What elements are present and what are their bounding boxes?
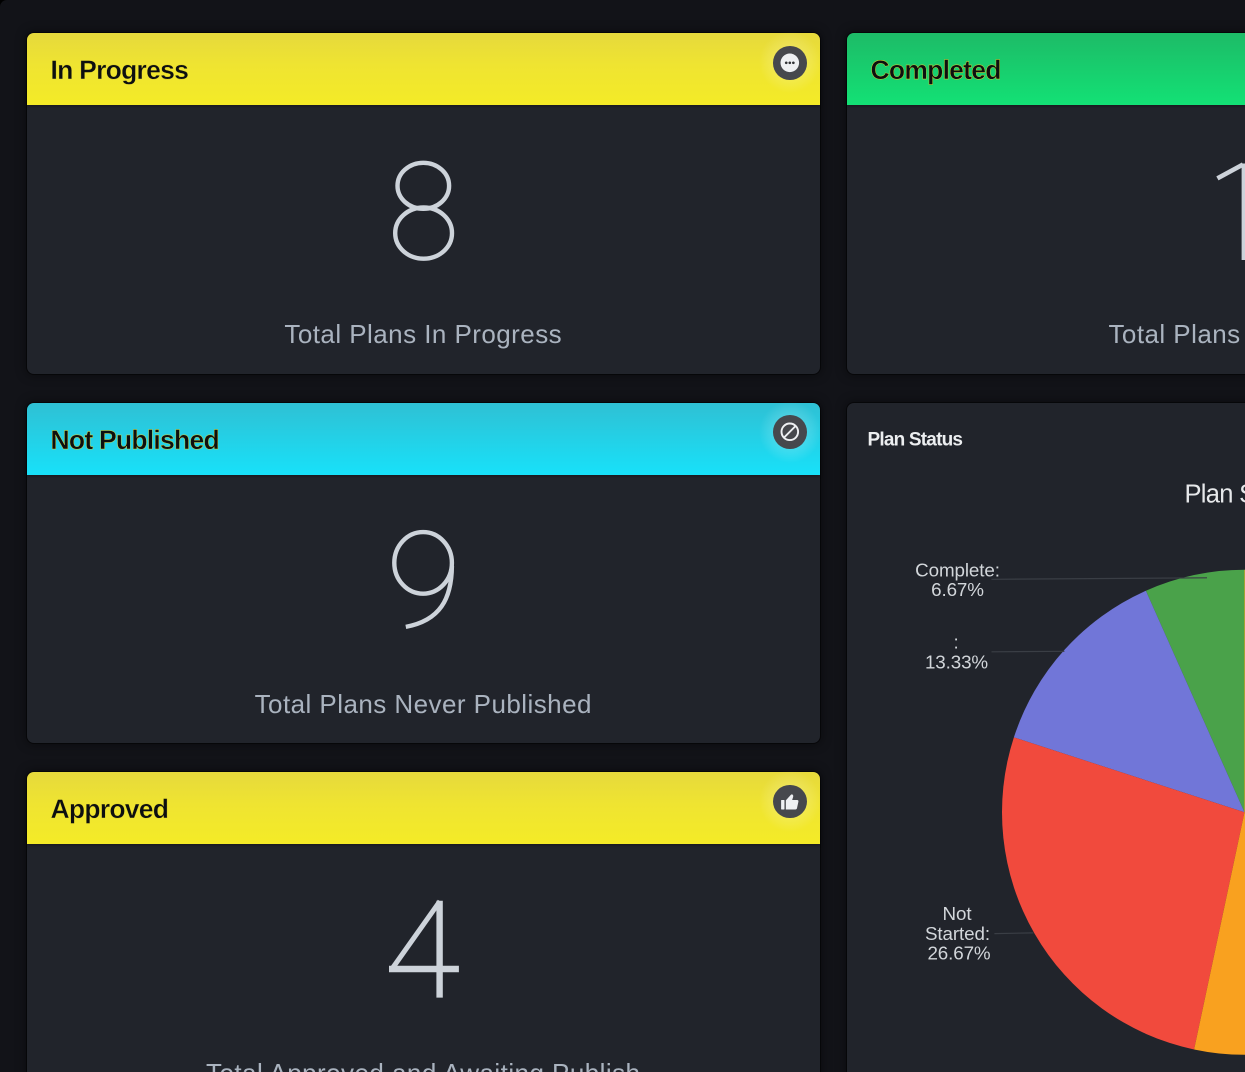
svg-text:Started:: Started: (925, 922, 990, 943)
svg-text:Plan Status: Plan Status (867, 429, 962, 450)
svg-text:Not: Not (942, 903, 972, 924)
svg-text:13.33%: 13.33% (924, 651, 987, 672)
svg-text:26.67%: 26.67% (927, 942, 990, 963)
svg-text:6.67%: 6.67% (931, 579, 984, 600)
svg-text::: : (953, 631, 958, 652)
svg-text:Plan Status: Plan Status (1184, 480, 1245, 508)
svg-text:Complete:: Complete: (915, 559, 1000, 580)
